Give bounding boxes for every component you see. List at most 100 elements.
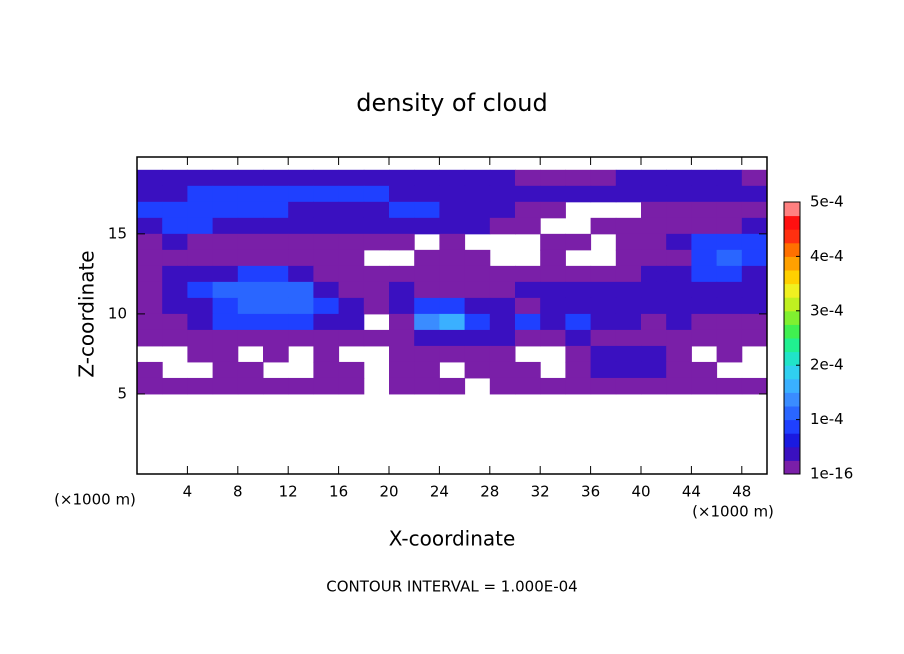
heat-cell xyxy=(363,329,390,347)
x-tick-label: 36 xyxy=(581,483,600,501)
heat-cell xyxy=(641,329,667,347)
heat-cell xyxy=(162,377,188,395)
heat-cell xyxy=(212,345,239,363)
heat-cell xyxy=(464,249,491,267)
heat-cell xyxy=(338,313,365,331)
heat-cell xyxy=(590,185,617,203)
x-tick-label: 48 xyxy=(732,483,751,501)
heat-cell xyxy=(313,265,340,283)
colorbar-tick-label: 5e-4 xyxy=(810,193,844,211)
heat-cell xyxy=(313,313,340,331)
heat-cell xyxy=(540,201,566,219)
heat-cell xyxy=(212,329,239,347)
heat-cell xyxy=(489,377,516,395)
colorbar-swatch xyxy=(784,202,800,217)
x-tick-label: 32 xyxy=(531,483,550,501)
heat-cell xyxy=(212,361,239,379)
heat-cell xyxy=(137,361,163,379)
heat-cell xyxy=(237,185,264,203)
heat-cell xyxy=(590,361,617,379)
heat-cell xyxy=(590,217,617,235)
heat-cell xyxy=(716,313,743,331)
heat-cell xyxy=(137,169,163,187)
heat-cell xyxy=(237,329,264,347)
heat-cell xyxy=(439,201,466,219)
heat-cell xyxy=(363,297,390,315)
heat-cell xyxy=(741,265,768,283)
heat-cell xyxy=(464,329,491,347)
heat-cell xyxy=(716,281,743,299)
x-tick-label: 12 xyxy=(279,483,298,501)
heat-cell xyxy=(691,377,718,395)
heat-cell xyxy=(313,377,340,395)
heat-cell xyxy=(313,169,340,187)
heat-cell xyxy=(666,265,692,283)
heat-cell xyxy=(338,281,365,299)
heat-cell xyxy=(338,377,365,395)
heat-cell xyxy=(137,377,163,395)
heat-cell xyxy=(439,185,466,203)
heat-cell xyxy=(590,281,617,299)
heat-cell xyxy=(263,201,289,219)
heat-cell xyxy=(187,233,214,251)
heat-cell xyxy=(363,201,390,219)
heat-cell xyxy=(162,185,188,203)
heat-cell xyxy=(741,377,768,395)
heat-cell xyxy=(237,361,264,379)
heat-cell xyxy=(489,169,516,187)
heat-cell xyxy=(137,201,163,219)
heat-cell xyxy=(338,169,365,187)
contour-note: CONTOUR INTERVAL = 1.000E-04 xyxy=(326,578,577,596)
heat-cell xyxy=(515,313,541,331)
heat-cell xyxy=(237,169,264,187)
heat-cell xyxy=(666,361,692,379)
heat-cell xyxy=(263,281,289,299)
heat-cell xyxy=(237,217,264,235)
heat-cell xyxy=(565,297,592,315)
heat-cell xyxy=(162,297,188,315)
heat-cell xyxy=(389,185,415,203)
x-tick-label: 4 xyxy=(183,483,193,501)
x-tick-label: 40 xyxy=(631,483,650,501)
heat-cell xyxy=(666,297,692,315)
heat-cell xyxy=(515,361,541,379)
heat-cell xyxy=(263,345,289,363)
heat-cell xyxy=(187,169,214,187)
heat-cell xyxy=(137,249,163,267)
colorbar-swatch xyxy=(784,365,800,380)
heat-cell xyxy=(288,201,314,219)
heat-cell xyxy=(641,281,667,299)
heat-cell xyxy=(439,249,466,267)
heat-cell xyxy=(540,185,566,203)
colorbar-tick-label: 1e-16 xyxy=(810,465,853,483)
heat-cell xyxy=(489,345,516,363)
heat-cell xyxy=(741,313,768,331)
heat-cell xyxy=(666,377,692,395)
x-tick-label: 28 xyxy=(480,483,499,501)
colorbar-swatch xyxy=(784,433,800,448)
heat-cell xyxy=(565,169,592,187)
heat-cell xyxy=(716,329,743,347)
heat-cell xyxy=(515,329,541,347)
heat-cell xyxy=(464,297,491,315)
heat-cell xyxy=(641,377,667,395)
heat-cell xyxy=(212,217,239,235)
heat-cell xyxy=(237,233,264,251)
heat-cell xyxy=(414,361,440,379)
heat-cell xyxy=(741,233,768,251)
heat-cell xyxy=(389,169,415,187)
heat-cell xyxy=(515,297,541,315)
heat-cell xyxy=(439,313,466,331)
colorbar-swatch xyxy=(784,283,800,298)
heat-cell xyxy=(212,297,239,315)
x-unit-label: (×1000 m) xyxy=(692,503,774,521)
heat-cell xyxy=(464,201,491,219)
heat-cell xyxy=(691,265,718,283)
heat-cell xyxy=(489,313,516,331)
heat-cell xyxy=(464,345,491,363)
heat-cell xyxy=(313,329,340,347)
heat-cell xyxy=(716,233,743,251)
colorbar-swatch xyxy=(784,324,800,339)
heat-cell xyxy=(363,265,390,283)
heat-cell xyxy=(338,233,365,251)
